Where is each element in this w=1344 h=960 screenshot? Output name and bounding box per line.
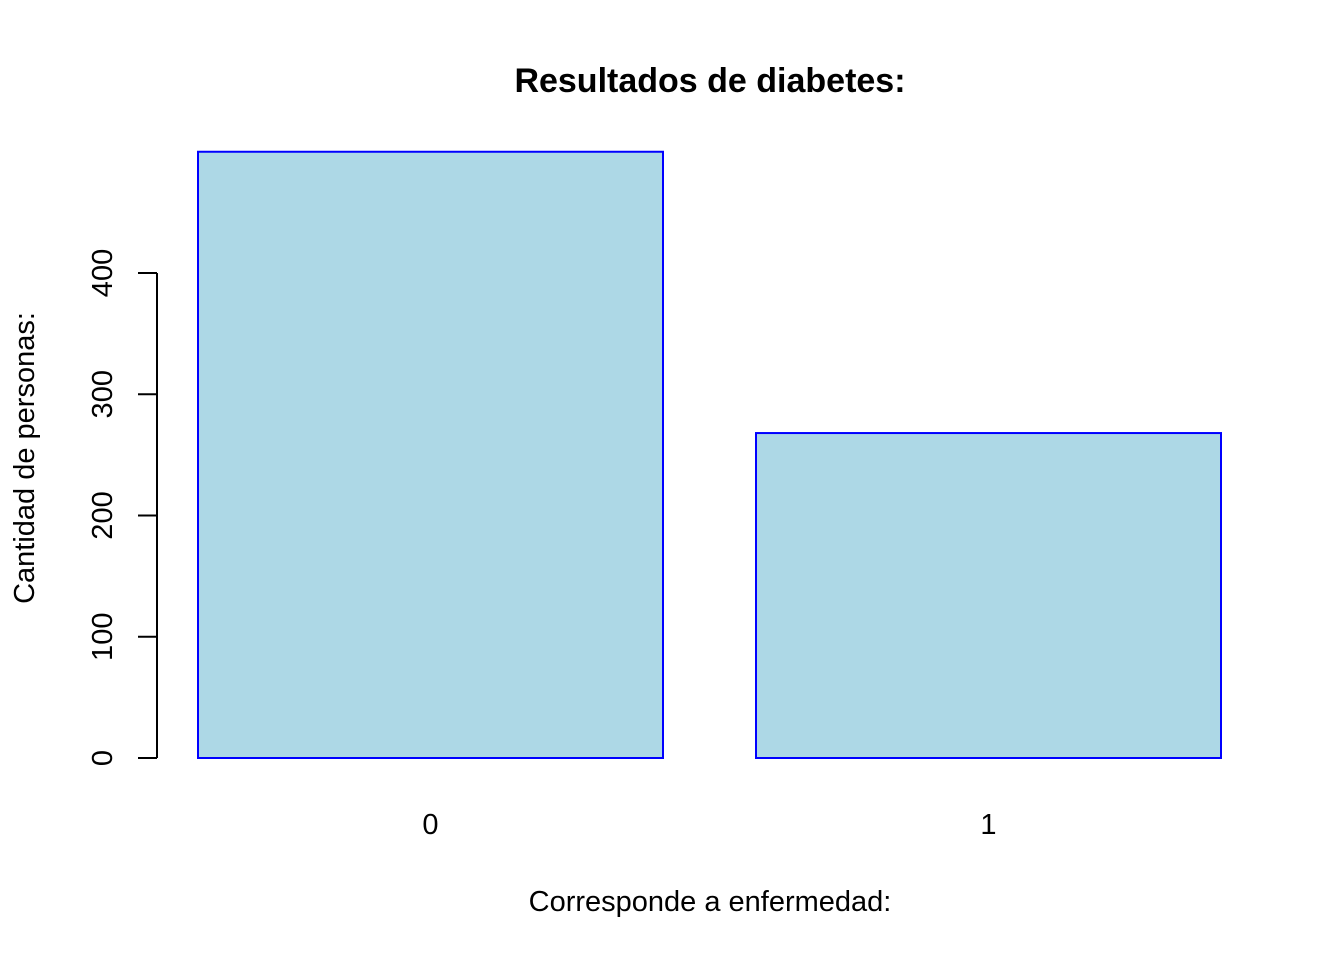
y-tick-label: 300 [87, 370, 119, 418]
x-tick-label: 0 [422, 809, 438, 841]
bar-1 [755, 432, 1222, 759]
y-axis: 0 100 200 300 400 [87, 249, 158, 766]
chart-title: Resultados de diabetes: [514, 62, 905, 100]
x-tick-label: 1 [980, 809, 996, 841]
bar-0 [197, 150, 664, 759]
y-axis-label: Cantidad de personas: [9, 312, 41, 604]
y-tick-label: 100 [87, 613, 119, 661]
y-tick-label: 0 [87, 750, 119, 766]
x-axis-label: Corresponde a enfermedad: [529, 886, 892, 918]
y-tick-label: 400 [87, 249, 119, 297]
y-tick-label: 200 [87, 491, 119, 539]
bars-layer [197, 150, 1222, 759]
